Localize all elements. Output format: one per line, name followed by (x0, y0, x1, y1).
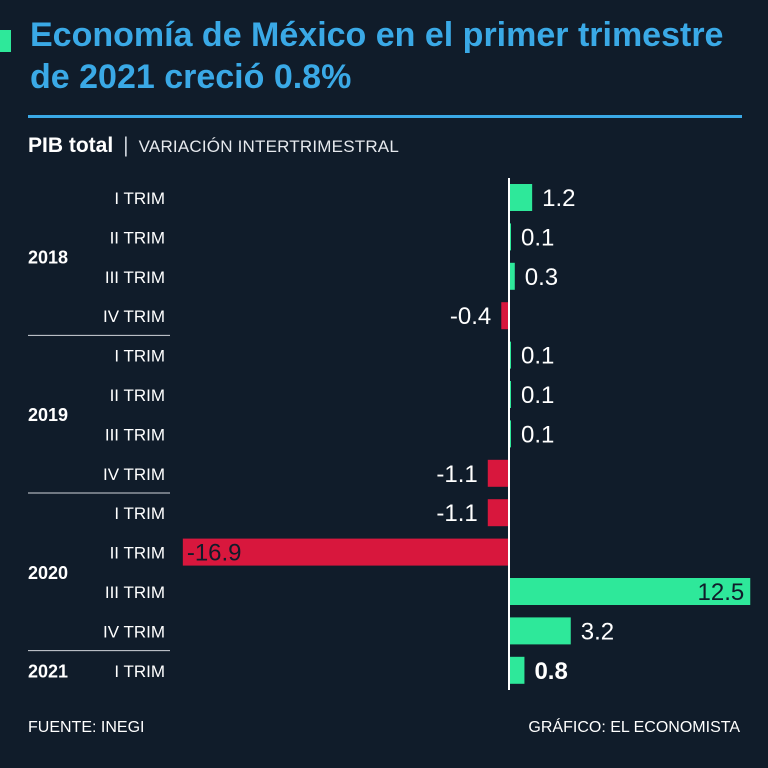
value-label: -16.9 (187, 540, 242, 567)
value-label: 0.3 (525, 264, 558, 291)
value-label: 0.1 (521, 224, 554, 251)
positive-bar (509, 184, 533, 211)
quarter-label: I TRIM (114, 189, 165, 208)
value-label: 0.8 (534, 658, 567, 685)
subtitle-separator: | (123, 134, 129, 157)
negative-bar (182, 538, 509, 566)
quarter-label: IV TRIM (103, 465, 165, 484)
quarter-label: II TRIM (110, 228, 165, 247)
accent-bar (0, 30, 11, 52)
chart-credit: GRÁFICO: EL ECONOMISTA (528, 719, 740, 736)
quarter-label: I TRIM (114, 347, 165, 366)
value-label: 0.1 (521, 382, 554, 409)
source-note: FUENTE: INEGI (28, 719, 145, 736)
negative-bar (487, 499, 509, 527)
page-title: Economía de México en el primer trimestr… (30, 16, 724, 96)
quarter-label: IV TRIM (103, 622, 165, 641)
value-label: 0.1 (521, 421, 554, 448)
quarter-label: III TRIM (105, 425, 165, 444)
chart-subtitle: PIB total | VARIACIÓN INTERTRIMESTRAL (28, 134, 399, 158)
year-label: 2019 (28, 405, 68, 425)
negative-bar (487, 459, 509, 487)
positive-bar (509, 656, 525, 684)
value-label: -0.4 (450, 303, 491, 330)
positive-bar (509, 578, 751, 605)
year-label: 2018 (28, 248, 68, 268)
positive-bar (509, 617, 571, 645)
positive-bar (509, 262, 515, 290)
value-label: -1.1 (436, 461, 477, 488)
quarter-label: IV TRIM (103, 307, 165, 326)
value-label: 12.5 (698, 579, 745, 606)
quarter-label: I TRIM (114, 504, 165, 523)
year-label: 2020 (28, 563, 68, 583)
value-label: 1.2 (542, 185, 575, 212)
value-label: -1.1 (436, 500, 477, 527)
value-label: 3.2 (581, 618, 614, 645)
year-label: 2021 (28, 661, 68, 681)
quarter-label: III TRIM (105, 268, 165, 287)
value-label: 0.1 (521, 343, 554, 370)
negative-bar (501, 302, 509, 330)
variation-label: VARIACIÓN INTERTRIMESTRAL (138, 137, 399, 156)
metric-label: PIB total (28, 134, 114, 157)
quarter-label: III TRIM (105, 583, 165, 602)
title-divider (28, 115, 742, 118)
quarter-label: I TRIM (114, 662, 165, 681)
quarter-label: II TRIM (110, 386, 165, 405)
quarter-label: II TRIM (110, 544, 165, 563)
